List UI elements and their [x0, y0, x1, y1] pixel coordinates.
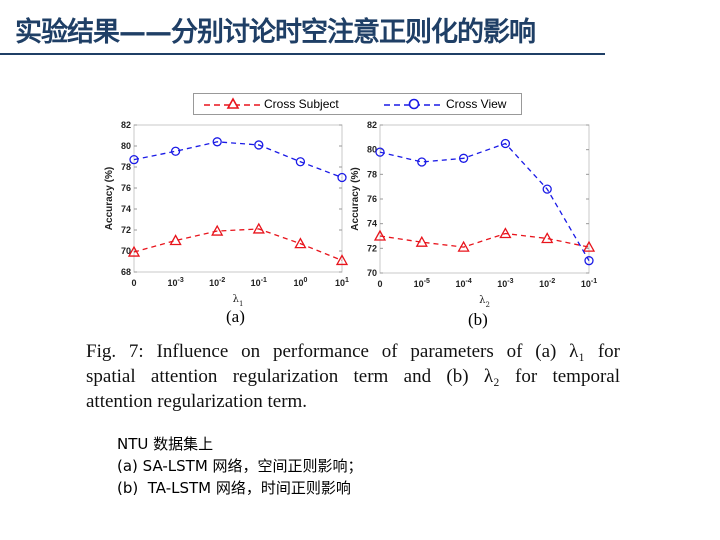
- legend-item-cross-view: Cross View: [382, 97, 506, 111]
- svg-text:10-4: 10-4: [455, 278, 471, 289]
- svg-text:82: 82: [367, 120, 377, 130]
- svg-text:0: 0: [377, 279, 382, 289]
- circle-marker-icon: [254, 140, 264, 150]
- chart-legend: Cross Subject Cross View: [193, 93, 522, 115]
- legend-label: Cross View: [446, 97, 507, 111]
- subcaption-b: (b): [468, 310, 488, 329]
- note-line: (a) SA-LSTM 网络，空间正则影响；: [117, 457, 363, 475]
- svg-text:10-5: 10-5: [414, 278, 430, 289]
- note-line: (b) TA-LSTM 网络，时间正则影响: [117, 479, 351, 497]
- circle-marker-icon: [129, 154, 139, 165]
- triangle-marker-icon: [294, 237, 307, 249]
- svg-text:0: 0: [131, 278, 136, 288]
- triangle-marker-icon: [204, 97, 262, 109]
- triangle-marker-icon: [582, 240, 596, 252]
- circle-marker-icon: [337, 172, 347, 183]
- triangle-marker-icon: [541, 232, 554, 244]
- circle-marker-icon: [542, 184, 552, 194]
- triangle-marker-icon: [335, 254, 349, 266]
- circle-marker-icon: [417, 157, 427, 167]
- triangle-marker-icon: [169, 234, 182, 246]
- chart-a: 68 70 72 74 76 78 80 82 0 10-3 10-2 10-1 100 101 λ1 Acc…: [104, 120, 349, 308]
- svg-text:80: 80: [367, 145, 377, 155]
- svg-text:78: 78: [121, 162, 131, 172]
- circle-marker-icon: [384, 98, 444, 110]
- caption-line: attention regularization term.: [86, 391, 308, 412]
- svg-text:101: 101: [335, 277, 349, 288]
- chart-b: 70 72 74 76 78 80 82 0 10-5 10-4 10-3 10-2 10-1 λ2 Acc…: [350, 120, 597, 309]
- triangle-marker-icon: [211, 224, 224, 236]
- svg-text:72: 72: [367, 243, 377, 253]
- svg-text:Accuracy (%): Accuracy (%): [350, 167, 361, 230]
- notes-block: NTU 数据集上 (a) SA-LSTM 网络，空间正则影响； (b) TA-L…: [117, 433, 363, 499]
- svg-text:10-3: 10-3: [497, 278, 513, 289]
- svg-text:10-1: 10-1: [251, 277, 267, 288]
- svg-text:10-3: 10-3: [167, 277, 183, 288]
- svg-text:10-1: 10-1: [581, 278, 597, 289]
- triangle-marker-icon: [373, 229, 387, 241]
- triangle-marker-icon: [457, 240, 470, 252]
- triangle-marker-icon: [415, 235, 428, 247]
- svg-text:100: 100: [293, 277, 307, 288]
- circle-marker-icon: [295, 157, 306, 167]
- legend-item-cross-subject: Cross Subject: [202, 97, 339, 111]
- svg-text:70: 70: [121, 246, 131, 256]
- svg-text:10-2: 10-2: [209, 277, 225, 288]
- svg-text:74: 74: [367, 219, 377, 229]
- circle-marker-icon: [212, 137, 222, 147]
- triangle-marker-icon: [499, 227, 512, 239]
- triangle-marker-icon: [252, 222, 265, 234]
- svg-text:λ2: λ2: [479, 295, 490, 309]
- circle-marker-icon: [584, 256, 594, 266]
- svg-text:Accuracy (%): Accuracy (%): [104, 167, 115, 230]
- svg-text:74: 74: [121, 204, 131, 214]
- svg-text:76: 76: [121, 183, 131, 193]
- svg-text:10-2: 10-2: [539, 278, 555, 289]
- caption-line: spatial attention regularization term an…: [86, 366, 620, 387]
- svg-text:76: 76: [367, 194, 377, 204]
- triangle-marker-icon: [127, 245, 141, 257]
- svg-text:82: 82: [121, 120, 131, 130]
- note-line: NTU 数据集上: [117, 435, 214, 453]
- caption-line: Fig. 7: Influence on performance of para…: [86, 341, 620, 362]
- figure-caption: Fig. 7: Influence on performance of para…: [86, 339, 620, 414]
- circle-marker-icon: [375, 147, 385, 157]
- svg-text:68: 68: [121, 267, 131, 277]
- circle-marker-icon: [500, 138, 511, 149]
- title-divider: [0, 53, 605, 55]
- legend-label: Cross Subject: [264, 97, 339, 111]
- figure-charts: 68 70 72 74 76 78 80 82 0 10-3 10-2 10-1 100 101 λ1 Acc…: [104, 120, 597, 309]
- svg-text:λ1: λ1: [233, 294, 244, 308]
- svg-text:72: 72: [121, 225, 131, 235]
- page-title: 实验结果——分别讨论时空注意正则化的影响: [15, 17, 536, 48]
- svg-text:70: 70: [367, 268, 377, 278]
- subcaption-a: (a): [226, 307, 245, 326]
- circle-marker-icon: [170, 146, 181, 156]
- circle-marker-icon: [458, 153, 469, 163]
- svg-text:78: 78: [367, 169, 377, 179]
- svg-text:80: 80: [121, 141, 131, 151]
